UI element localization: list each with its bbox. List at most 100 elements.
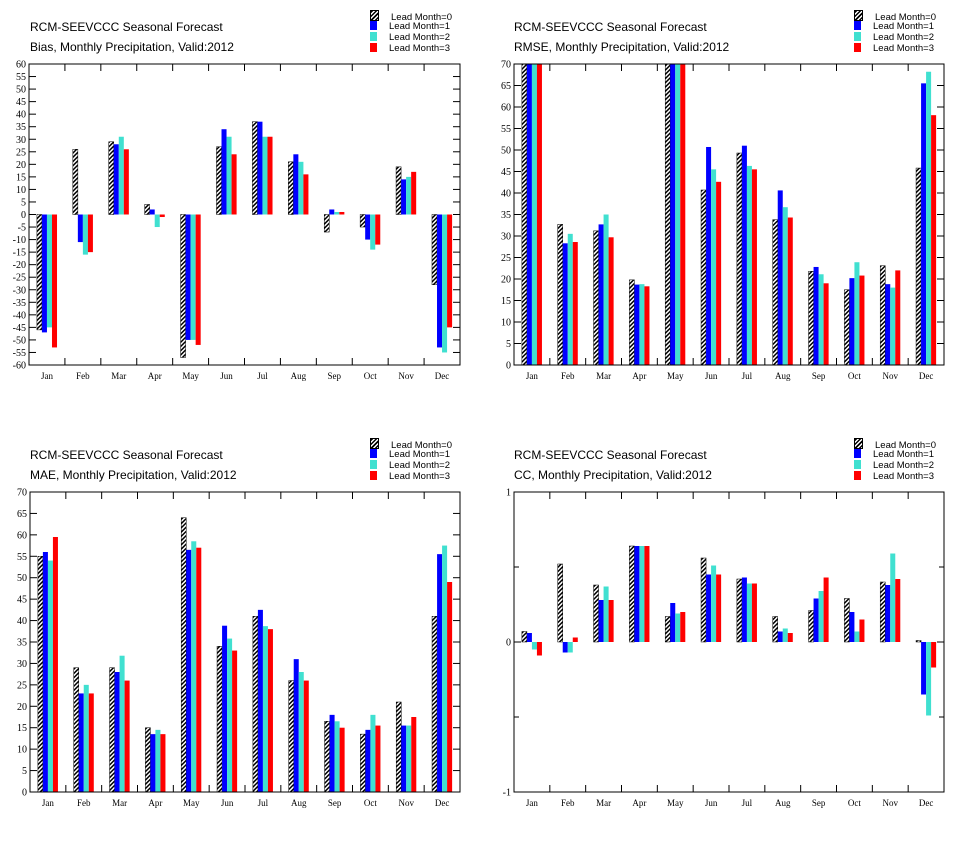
chart-subtitle: RMSE, Monthly Precipitation, Valid:2012	[514, 40, 730, 54]
bar	[36, 214, 43, 331]
y-tick-label: 30	[17, 659, 27, 670]
legend-item: Lead Month=2	[854, 32, 936, 43]
bar	[82, 214, 88, 255]
y-tick-label: 60	[501, 103, 511, 114]
bar	[823, 283, 829, 365]
y-tick-label: 45	[17, 595, 27, 606]
legend-item: Lead Month=3	[370, 471, 452, 482]
bar	[593, 584, 599, 643]
bar	[226, 136, 232, 215]
legend-swatch	[370, 10, 379, 21]
bar	[664, 63, 671, 366]
bar	[329, 714, 335, 792]
bar	[926, 642, 932, 716]
bar	[670, 64, 676, 365]
legend-item: Lead Month=3	[370, 43, 452, 54]
legend-label: Lead Month=3	[389, 471, 451, 482]
bar	[437, 554, 443, 792]
rmse-chart-panel: RCM-SEEVCCC Seasonal Forecast RMSE, Mont…	[484, 0, 968, 428]
chart-subtitle: MAE, Monthly Precipitation, Valid:2012	[30, 468, 237, 482]
legend-swatch	[854, 449, 861, 458]
y-tick-label: 35	[16, 122, 26, 133]
bar	[395, 701, 402, 793]
x-tick-label: Nov	[399, 798, 415, 808]
y-tick-label: 60	[16, 60, 26, 71]
legend-label: Lead Month=2	[873, 32, 935, 43]
bar	[190, 214, 196, 340]
chart-subtitle: CC, Monthly Precipitation, Valid:2012	[514, 468, 712, 482]
plot-frame	[513, 491, 945, 793]
legend-swatch	[854, 438, 863, 449]
bar	[782, 207, 788, 365]
bar	[262, 626, 268, 792]
bar	[818, 274, 824, 365]
x-tick-label: Nov	[398, 371, 414, 381]
bar	[159, 214, 165, 218]
bar	[895, 270, 901, 365]
legend-label: Lead Month=3	[389, 43, 451, 54]
y-tick-label: 50	[17, 573, 27, 584]
chart-legend: Lead Month=0 Lead Month=1 Lead Month=2 L…	[370, 10, 452, 54]
bar	[431, 616, 438, 793]
y-tick-label: 40	[501, 189, 511, 200]
x-tick-label: Sep	[328, 798, 342, 808]
bar	[329, 209, 335, 215]
x-tick-label: Jan	[41, 371, 53, 381]
bar	[87, 214, 93, 253]
bar	[124, 680, 130, 792]
bar	[562, 642, 568, 653]
y-tick-label: -45	[13, 323, 26, 334]
x-tick-label: Dec	[919, 798, 934, 808]
bar	[603, 214, 609, 365]
bar	[736, 152, 743, 366]
bar	[639, 546, 645, 642]
x-tick-label: May	[183, 798, 200, 808]
x-tick-label: Apr	[148, 371, 162, 381]
bar	[78, 693, 84, 792]
bar	[531, 642, 537, 650]
bar	[221, 129, 227, 215]
bar	[88, 693, 94, 792]
x-tick-label: Jun	[705, 371, 718, 381]
x-tick-label: May	[667, 798, 684, 808]
bar	[365, 214, 371, 240]
legend-label: Lead Month=1	[389, 21, 451, 32]
cc-chart-panel: RCM-SEEVCCC Seasonal Forecast CC, Monthl…	[484, 428, 968, 856]
y-tick-label: 25	[17, 680, 27, 691]
bar	[437, 214, 443, 348]
bar	[644, 286, 650, 365]
y-tick-label: 40	[17, 616, 27, 627]
bar	[562, 243, 568, 365]
bar	[931, 642, 937, 668]
bar	[859, 275, 865, 365]
bar	[777, 190, 783, 365]
y-tick-label: 20	[17, 702, 27, 713]
bar	[196, 547, 202, 792]
bar	[180, 517, 187, 793]
chart-legend: Lead Month=0 Lead Month=1 Lead Month=2 L…	[854, 438, 936, 482]
bar	[447, 214, 453, 328]
legend-item: Lead Month=0	[854, 10, 936, 23]
bar	[680, 64, 686, 365]
x-tick-label: Jan	[526, 371, 538, 381]
legend-item: Lead Month=1	[370, 21, 452, 32]
bar	[567, 642, 573, 653]
legend-item: Lead Month=2	[370, 32, 452, 43]
legend-item: Lead Month=2	[370, 460, 452, 471]
bias-chart: -60-55-50-45-40-35-30-25-20-15-10-505101…	[13, 60, 461, 381]
bar	[216, 646, 223, 793]
y-tick-label: -10	[13, 235, 26, 246]
x-tick-label: Jan	[42, 798, 54, 808]
legend-swatch	[854, 471, 861, 480]
legend-swatch	[370, 438, 379, 449]
bar	[303, 174, 309, 215]
bar	[670, 603, 676, 642]
bar	[149, 209, 155, 215]
bar	[823, 577, 829, 642]
x-tick-label: Sep	[812, 371, 826, 381]
bar	[808, 271, 814, 366]
x-tick-label: Mar	[596, 798, 611, 808]
bar	[113, 144, 119, 215]
y-tick-label: 55	[16, 72, 26, 83]
y-tick-label: 35	[17, 638, 27, 649]
